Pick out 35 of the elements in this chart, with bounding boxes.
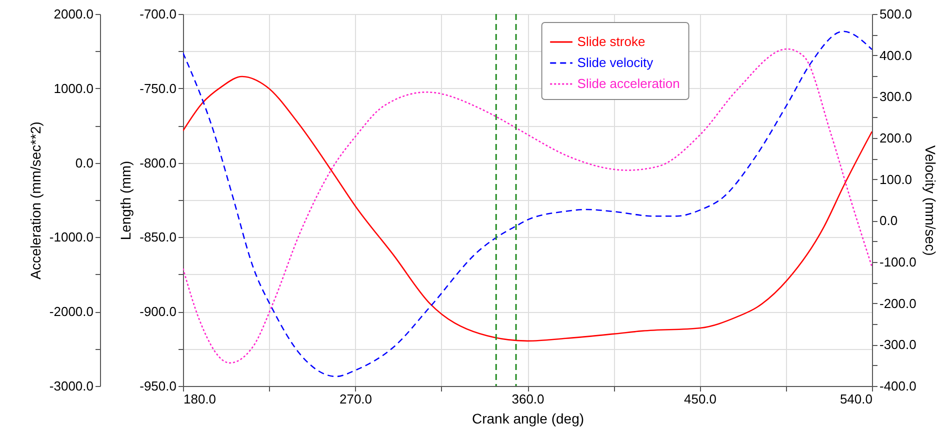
y2-tick-label: 0.0 bbox=[880, 213, 898, 228]
y2-tick-label: 300.0 bbox=[880, 89, 912, 104]
legend-label: Slide acceleration bbox=[577, 76, 680, 91]
y3-axis-title: Acceleration (mm/sec**2) bbox=[27, 122, 44, 280]
legend-label: Slide stroke bbox=[577, 34, 646, 49]
y3-tick-label: 0.0 bbox=[75, 155, 94, 170]
x-tick-label: 180.0 bbox=[184, 392, 216, 406]
y-tick-label: -700.0 bbox=[140, 6, 176, 22]
y-tick-label: -800.0 bbox=[140, 155, 176, 170]
y3-tick-label: -3000.0 bbox=[49, 378, 94, 394]
x-tick-label: 270.0 bbox=[339, 392, 372, 406]
y3-tick-label: 1000.0 bbox=[54, 80, 94, 96]
y-tick-label: -850.0 bbox=[140, 230, 176, 245]
x-axis-title: Crank angle (deg) bbox=[472, 410, 584, 426]
line-series bbox=[183, 76, 872, 342]
y3-tick-label: 2000.0 bbox=[54, 6, 94, 22]
y2-tick-label: 500.0 bbox=[880, 6, 912, 22]
x-tick-label: 360.0 bbox=[512, 392, 544, 406]
y-tick-label: -900.0 bbox=[140, 304, 176, 320]
y2-tick-label: -300.0 bbox=[880, 337, 916, 352]
y2-tick-label: -100.0 bbox=[880, 254, 916, 270]
x-tick-label: 540.0 bbox=[840, 392, 872, 406]
y2-tick-label: -400.0 bbox=[880, 378, 916, 394]
y2-tick-label: 400.0 bbox=[880, 48, 912, 63]
legend-label: Slide velocity bbox=[577, 55, 654, 70]
y3-tick-label: -2000.0 bbox=[49, 304, 94, 320]
y-tick-label: -950.0 bbox=[140, 378, 176, 394]
y2-tick-label: 100.0 bbox=[880, 172, 912, 187]
y2-tick-label: -200.0 bbox=[880, 296, 916, 311]
y2-tick-label: 200.0 bbox=[880, 130, 912, 146]
y-tick-label: -750.0 bbox=[140, 80, 176, 96]
y3-tick-label: -1000.0 bbox=[49, 230, 94, 245]
y2-axis-title: Velocity (mm/sec) bbox=[922, 145, 938, 256]
x-tick-label: 450.0 bbox=[684, 392, 717, 406]
y-axis-title: Length (mm) bbox=[118, 160, 134, 240]
